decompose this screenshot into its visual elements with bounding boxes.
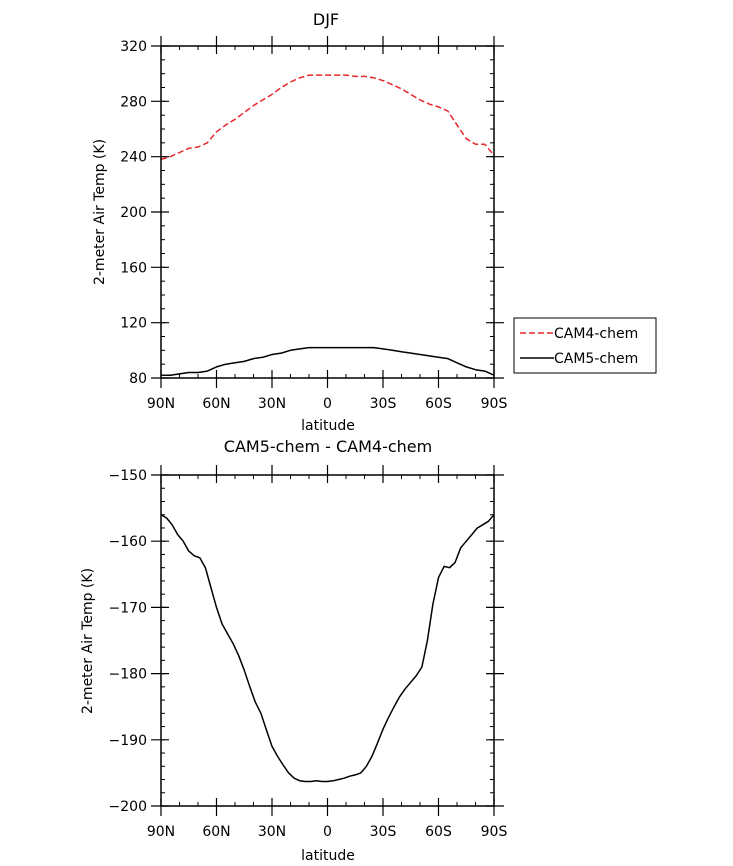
top-y-tick-label: 160: [120, 260, 147, 276]
top-x-axis-label: latitude: [301, 418, 355, 434]
legend: CAM4-chem CAM5-chem: [513, 317, 657, 374]
top-y-tick-label: 80: [129, 371, 147, 387]
top-y-tick-label: 280: [120, 94, 147, 110]
top-series-cam5-chem: [161, 346, 495, 376]
legend-cam4-label: CAM4-chem: [554, 326, 638, 342]
bottom-y-tick-label: −160: [109, 534, 147, 550]
bottom-panel-difference: CAM5-chem - CAM4-chem −200 −190 −180 −170 −1…: [80, 437, 507, 864]
bottom-x-tick-label: 30S: [370, 824, 397, 840]
bottom-chart-title: CAM5-chem - CAM4-chem: [224, 437, 432, 456]
top-y-tick-label: 320: [120, 39, 147, 55]
bottom-plot-frame: [160, 474, 495, 807]
bottom-x-tick-label: 90N: [147, 824, 175, 840]
top-x-tick-label: 90N: [147, 396, 175, 412]
bottom-y-tick-label: −170: [109, 600, 147, 616]
bottom-x-tick-label: 0: [323, 824, 332, 840]
top-plot-frame: [160, 45, 495, 379]
top-x-tick-label: 90S: [481, 396, 508, 412]
top-chart-title: DJF: [313, 10, 339, 29]
top-panel-djf: DJF 80 120 160 200 240 280 320 90N 60N 30N 0 30S 60S…: [92, 10, 657, 434]
top-y-tick-label: 240: [120, 150, 147, 166]
bottom-series-cam5-chem-cam4-chem: [160, 514, 495, 783]
bottom-y-tick-label: −190: [109, 733, 147, 749]
bottom-y-tick-label: −180: [109, 667, 147, 683]
bottom-x-tick-label: 30N: [258, 824, 286, 840]
top-x-tick-label: 60S: [425, 396, 452, 412]
bottom-x-axis-label: latitude: [301, 848, 355, 864]
bottom-x-tick-label: 60N: [202, 824, 230, 840]
bottom-y-tick-label: −200: [109, 799, 147, 815]
top-series-cam4-chem: [160, 74, 495, 161]
top-x-tick-label: 30N: [258, 396, 286, 412]
bottom-x-tick-label: 60S: [425, 824, 452, 840]
bottom-y-tick-label: −150: [109, 468, 147, 484]
top-y-tick-label: 120: [120, 316, 147, 332]
legend-cam5-label: CAM5-chem: [554, 351, 638, 367]
top-x-tick-label: 0: [323, 396, 332, 412]
legend-box: [513, 317, 657, 374]
top-x-tick-label: 60N: [202, 396, 230, 412]
bottom-x-tick-label: 90S: [481, 824, 508, 840]
top-y-tick-label: 200: [120, 205, 147, 221]
bottom-y-axis-label: 2-meter Air Temp (K): [80, 568, 96, 714]
top-x-tick-label: 30S: [370, 396, 397, 412]
top-y-axis-label: 2-meter Air Temp (K): [92, 139, 108, 285]
